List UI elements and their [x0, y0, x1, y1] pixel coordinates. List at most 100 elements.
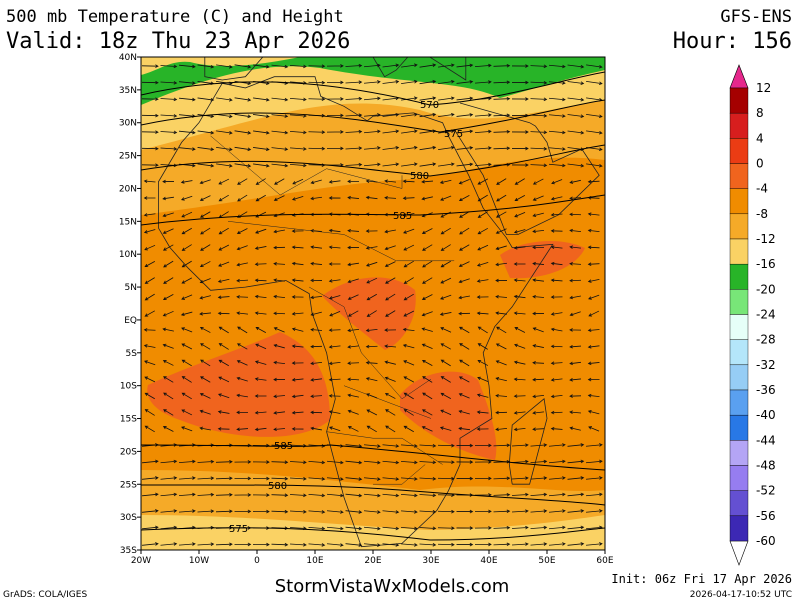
wind-arrow: [326, 543, 344, 547]
wind-arrow: [421, 196, 433, 201]
wind-arrow: [199, 195, 211, 201]
wind-arrow: [254, 246, 267, 250]
wind-arrow: [495, 294, 508, 299]
wind-arrow: [291, 427, 304, 431]
border: [373, 464, 426, 485]
wind-arrow: [310, 378, 323, 382]
wind-arrow: [308, 80, 326, 85]
lon-label: 20W: [131, 556, 151, 566]
colorbar-label: -12: [756, 232, 776, 246]
wind-arrow: [236, 410, 249, 415]
wind-arrow: [567, 509, 585, 513]
wind-arrow: [437, 443, 455, 448]
wind-arrow: [328, 295, 341, 300]
wind-arrow: [144, 277, 155, 284]
wind-arrow: [569, 344, 582, 349]
wind-arrow: [402, 343, 415, 349]
wind-arrow: [456, 460, 474, 464]
wind-arrow: [419, 510, 437, 514]
wind-arrow: [477, 326, 488, 334]
lon-label: 60E: [596, 556, 613, 566]
wind-arrow: [162, 327, 174, 332]
wind-arrow: [273, 245, 286, 250]
wind-arrow: [252, 476, 270, 481]
wind-arrow: [550, 278, 563, 283]
wind-arrow: [511, 509, 529, 513]
wind-arrow: [366, 310, 377, 317]
wind-arrow: [530, 443, 548, 447]
wind-arrow: [326, 493, 344, 498]
wind-arrow: [513, 278, 526, 282]
wind-arrow: [345, 113, 363, 117]
wind-arrow: [550, 327, 563, 332]
wind-arrow: [218, 261, 230, 267]
contour-label: 585: [393, 211, 412, 222]
wind-arrow: [163, 277, 174, 284]
wind-arrow: [144, 244, 156, 251]
wind-arrow: [458, 261, 470, 267]
wind-arrow: [236, 262, 248, 267]
wind-arrow: [252, 493, 270, 497]
wind-arrow: [458, 278, 470, 284]
wind-arrow: [217, 410, 230, 414]
wind-arrow: [255, 228, 267, 234]
wind-arrow: [421, 228, 433, 234]
colorbar-label: 4: [756, 131, 764, 145]
lon-label: 0: [254, 556, 260, 566]
wind-arrow: [550, 378, 563, 382]
wind-arrow: [178, 476, 196, 480]
wind-arrow: [513, 311, 526, 315]
wind-arrow: [456, 526, 474, 530]
colorbar-box: [729, 289, 749, 315]
wind-arrow: [234, 146, 252, 152]
wind-arrow: [550, 312, 563, 316]
wind-arrow: [345, 460, 363, 465]
wind-arrow: [347, 195, 360, 200]
wind-arrow: [308, 146, 326, 151]
wind-arrow: [363, 543, 381, 547]
contour-label: 570: [420, 100, 439, 111]
colorbar-label: -32: [756, 358, 776, 372]
wind-arrow: [401, 112, 418, 118]
wind-arrow: [363, 80, 381, 84]
wind-arrow: [474, 476, 492, 481]
wind-arrow: [291, 344, 304, 348]
wind-arrow: [199, 179, 211, 185]
wind-arrow: [403, 360, 415, 366]
wind-arrow: [328, 394, 341, 398]
wind-arrow: [160, 509, 178, 513]
wind-arrow: [456, 146, 474, 150]
wind-arrow: [273, 262, 286, 266]
wind-arrow: [495, 427, 508, 432]
colorbar-box: [729, 87, 749, 114]
wind-arrow: [459, 211, 470, 218]
contour-label: 575: [444, 129, 463, 140]
wind-arrow: [384, 196, 397, 200]
wind-arrow: [310, 311, 322, 317]
wind-arrow: [511, 492, 529, 497]
wind-arrow: [511, 97, 529, 101]
wind-arrow: [532, 344, 544, 348]
wind-arrow: [363, 510, 381, 514]
wind-arrow: [197, 64, 215, 69]
lat-label: 20S: [120, 447, 137, 457]
wind-arrow: [215, 476, 233, 481]
wind-arrow: [532, 278, 545, 282]
wind-arrow: [273, 377, 286, 382]
wind-arrow: [458, 295, 470, 300]
wind-arrow: [144, 310, 155, 317]
wind-arrow: [310, 361, 323, 366]
wind-arrow: [403, 277, 414, 284]
lat-label: 35S: [120, 546, 137, 556]
wind-arrow: [255, 194, 266, 202]
wind-arrow: [197, 492, 215, 497]
wind-arrow: [197, 476, 215, 480]
wind-arrow: [456, 63, 474, 68]
wind-arrow: [402, 327, 415, 332]
wind-arrow: [456, 129, 474, 134]
wind-arrow: [310, 261, 323, 266]
lon-label: 30E: [422, 556, 439, 566]
lat-label: 15S: [120, 415, 137, 425]
wind-arrow: [548, 97, 566, 102]
wind-arrow: [513, 377, 526, 382]
